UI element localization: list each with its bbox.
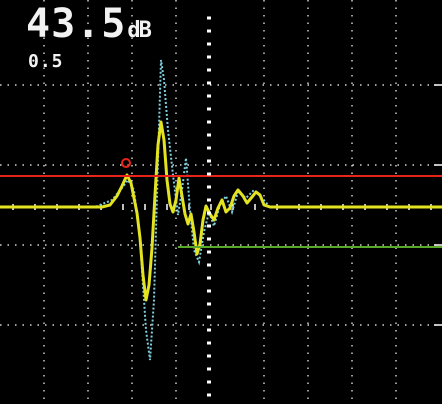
cursor-dot	[207, 81, 211, 85]
cursor-dot	[207, 68, 211, 72]
gain-step-readout: 0.5	[28, 51, 64, 72]
cursor-dot	[207, 237, 211, 241]
cursor-dot	[207, 107, 211, 111]
cursor-dot	[207, 55, 211, 59]
baseline-ticks	[12, 84, 442, 326]
cursor-dot	[207, 42, 211, 46]
cursor-dot	[207, 263, 211, 267]
screen-bottom-edge	[0, 404, 442, 410]
echo-envelope-trace	[0, 59, 442, 361]
cursor-dot	[207, 367, 211, 371]
cursor-dot	[207, 341, 211, 345]
cursor-dot	[207, 211, 211, 215]
cursor-dot	[207, 159, 211, 163]
cursor-dot	[207, 250, 211, 254]
cursor-dot	[207, 29, 211, 33]
gain-readout: 43.5dB	[26, 1, 152, 53]
measurement-cursor[interactable]	[207, 16, 211, 397]
cursor-dot	[207, 133, 211, 137]
cursor-dot	[207, 146, 211, 150]
cursor-dot	[207, 302, 211, 306]
gain-value: 43.5	[26, 1, 127, 47]
cursor-dot	[207, 393, 211, 397]
gain-unit: dB	[127, 18, 151, 43]
peak-marker	[121, 158, 131, 168]
cursor-dot	[207, 354, 211, 358]
cursor-dot	[207, 16, 211, 20]
cursor-dot	[207, 198, 211, 202]
cursor-dot	[207, 224, 211, 228]
cursor-dot	[207, 185, 211, 189]
a-scan-signal-trace	[0, 120, 442, 302]
cursor-dot	[207, 120, 211, 124]
cursor-dot	[207, 94, 211, 98]
cursor-dot	[207, 380, 211, 384]
cursor-dot	[207, 328, 211, 332]
cursor-dot	[207, 172, 211, 176]
cursor-dot	[207, 276, 211, 280]
cursor-dot	[207, 315, 211, 319]
cursor-dot	[207, 289, 211, 293]
